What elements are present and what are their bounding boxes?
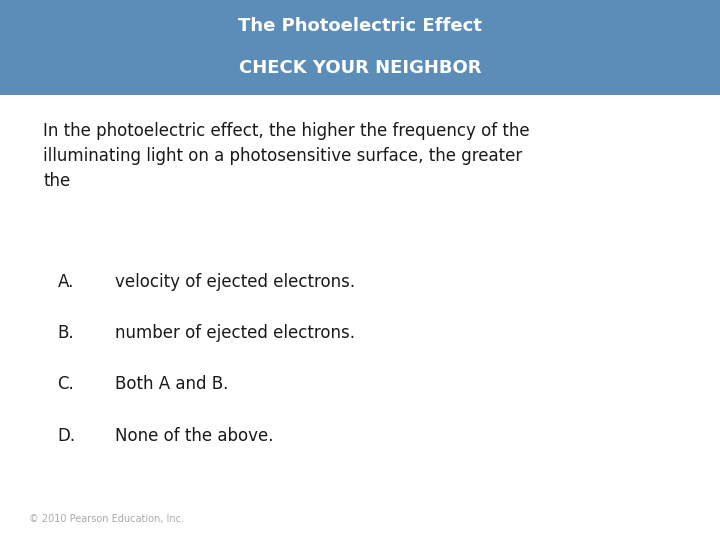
Text: velocity of ejected electrons.: velocity of ejected electrons.	[115, 273, 356, 291]
Text: B.: B.	[58, 324, 74, 342]
Text: C.: C.	[58, 375, 74, 393]
Text: None of the above.: None of the above.	[115, 427, 274, 444]
Text: A.: A.	[58, 273, 74, 291]
Text: Both A and B.: Both A and B.	[115, 375, 228, 393]
Text: number of ejected electrons.: number of ejected electrons.	[115, 324, 355, 342]
Text: CHECK YOUR NEIGHBOR: CHECK YOUR NEIGHBOR	[239, 59, 481, 77]
Text: D.: D.	[58, 427, 76, 444]
FancyBboxPatch shape	[0, 0, 720, 94]
Text: © 2010 Pearson Education, Inc.: © 2010 Pearson Education, Inc.	[29, 514, 184, 524]
Text: In the photoelectric effect, the higher the frequency of the
illuminating light : In the photoelectric effect, the higher …	[43, 122, 530, 190]
Text: The Photoelectric Effect: The Photoelectric Effect	[238, 17, 482, 36]
